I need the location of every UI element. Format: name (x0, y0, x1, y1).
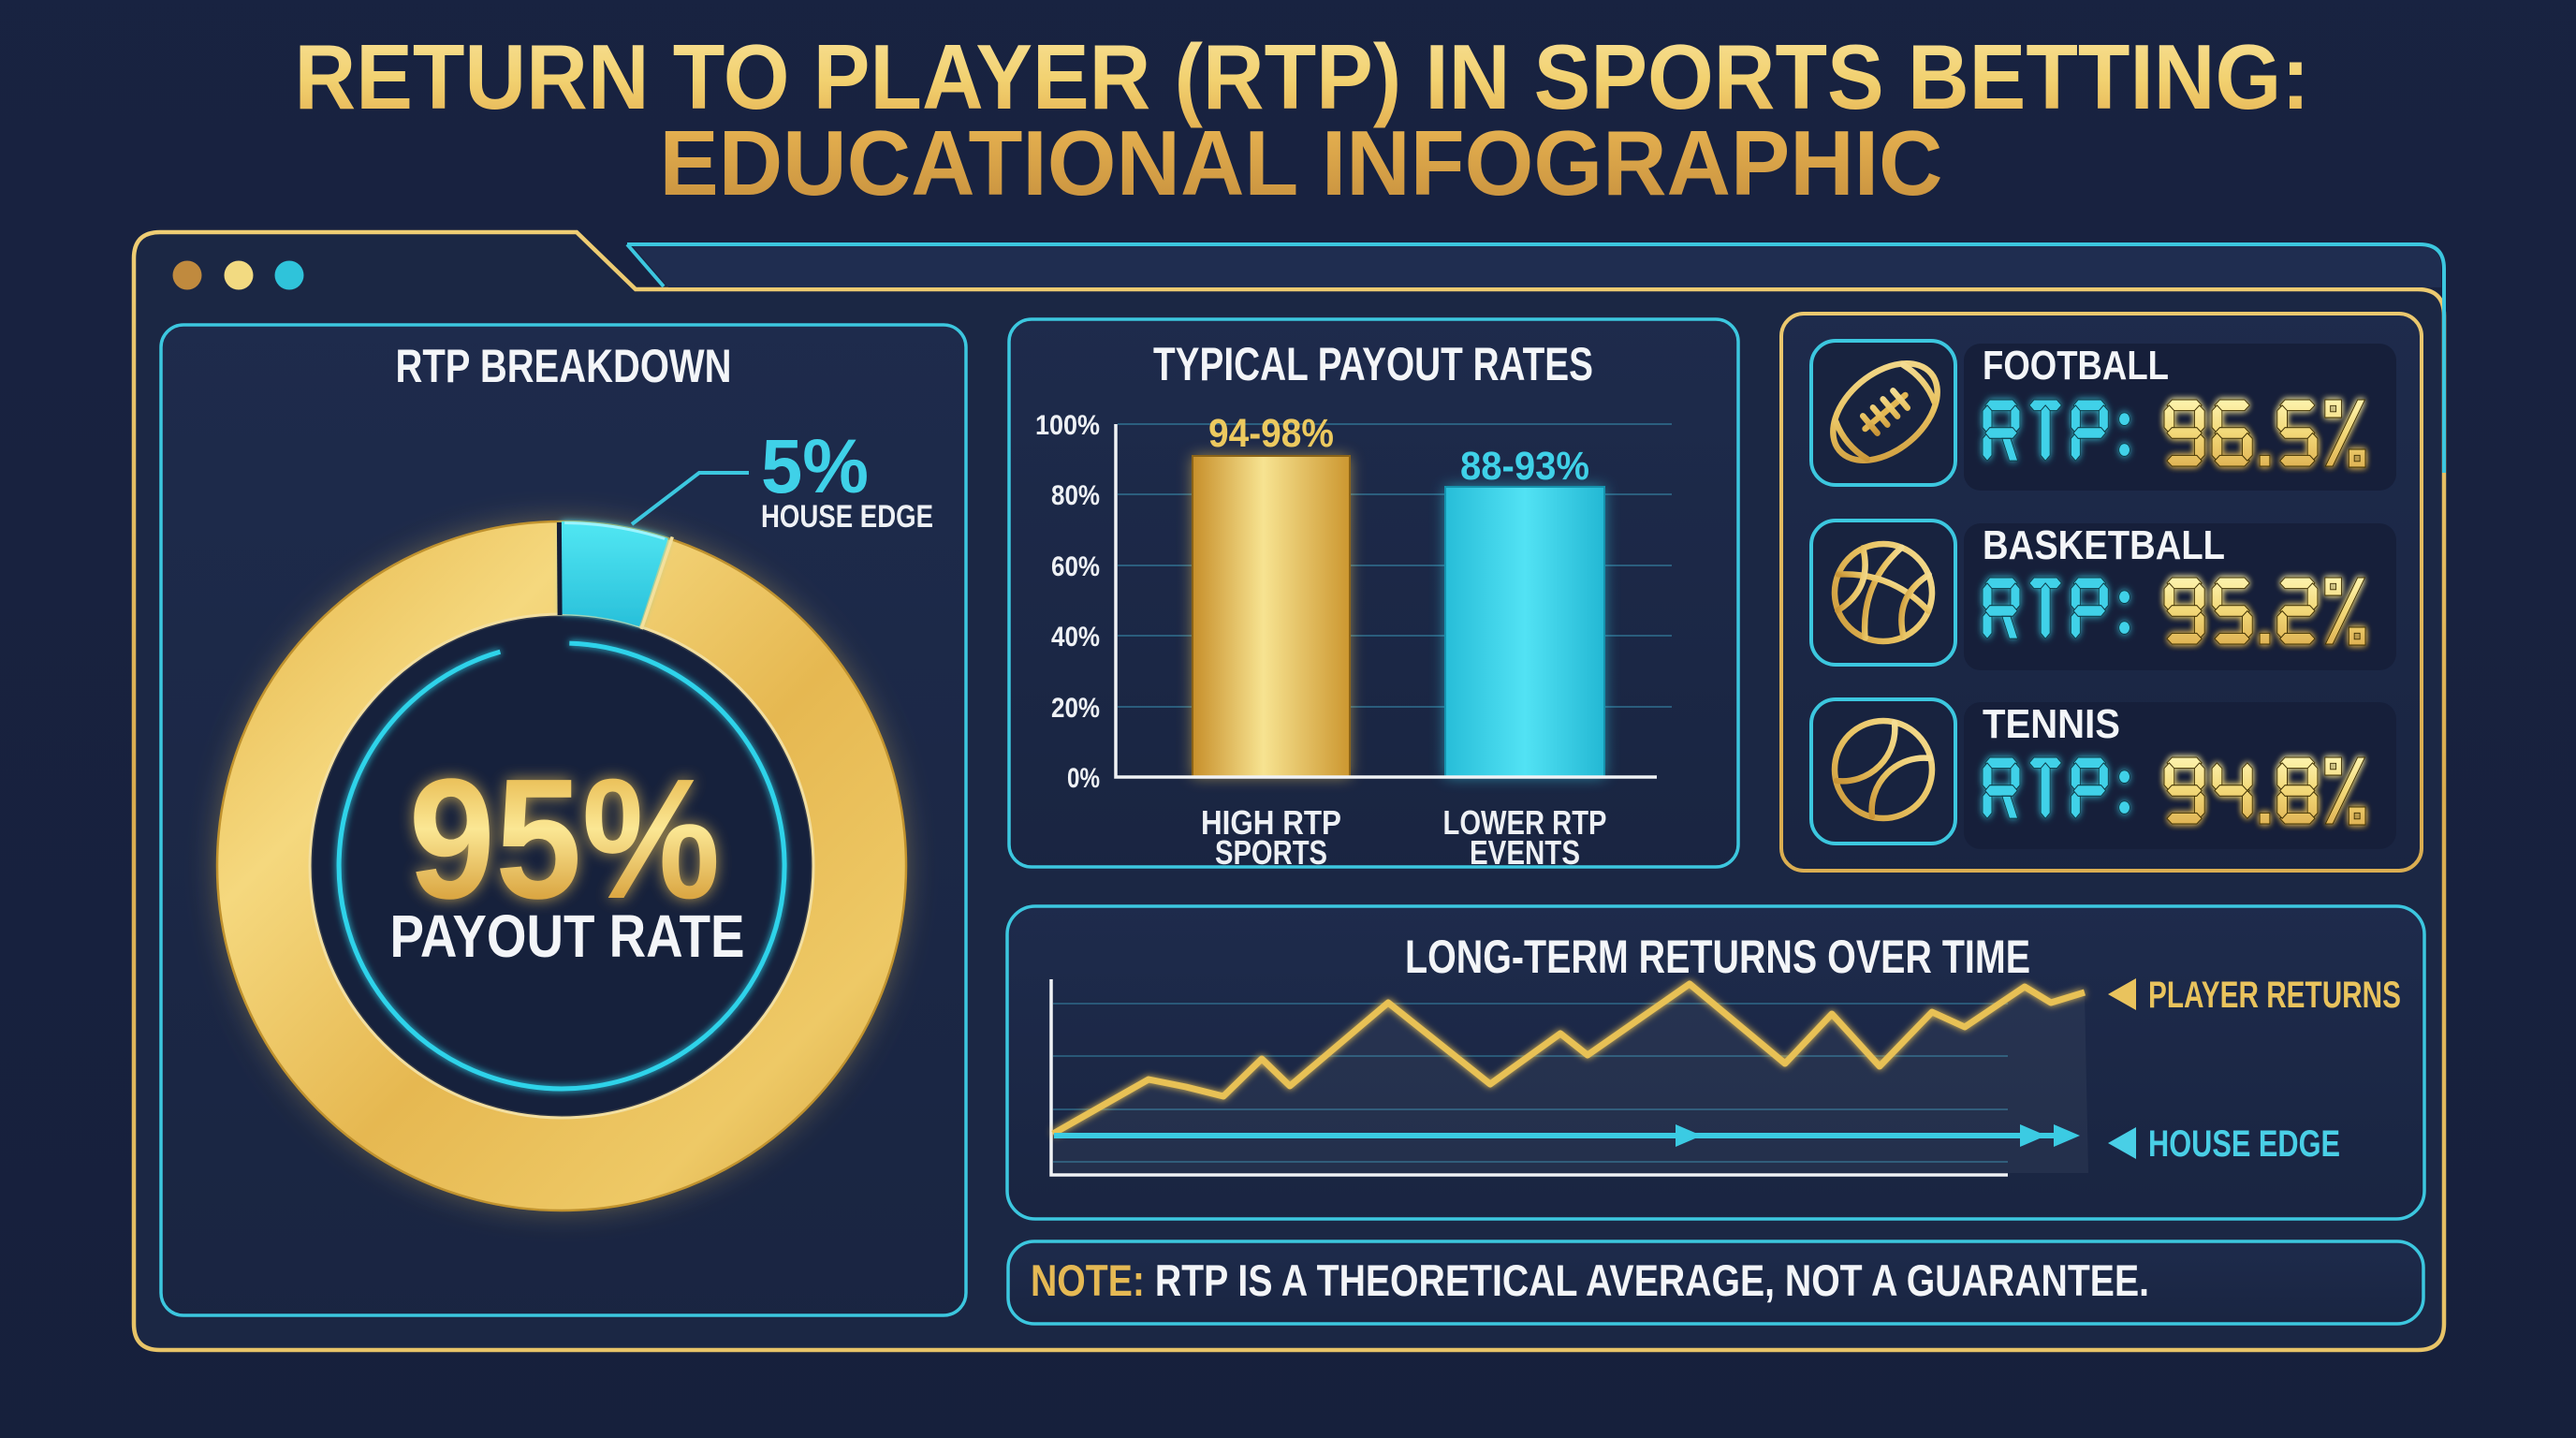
svg-text:HIGH RTP: HIGH RTP (1201, 803, 1341, 842)
svg-text:88-93%: 88-93% (1460, 444, 1589, 489)
svg-text:SPORTS: SPORTS (1215, 833, 1327, 872)
svg-text:100%: 100% (1035, 410, 1100, 441)
svg-text:95%: 95% (409, 742, 721, 934)
svg-text:0%: 0% (1067, 763, 1100, 794)
svg-text:TENNIS: TENNIS (1983, 701, 2120, 747)
svg-text:PLAYER RETURNS: PLAYER RETURNS (2148, 975, 2401, 1016)
svg-text:BASKETBALL: BASKETBALL (1983, 522, 2225, 568)
svg-text:TYPICAL PAYOUT RATES: TYPICAL PAYOUT RATES (1153, 338, 1593, 390)
svg-text:5%: 5% (761, 424, 869, 509)
svg-text:RTP BREAKDOWN: RTP BREAKDOWN (396, 340, 732, 392)
svg-text:60%: 60% (1051, 551, 1100, 582)
svg-text:94-98%: 94-98% (1208, 411, 1334, 456)
svg-text:80%: 80% (1051, 480, 1100, 511)
svg-text:EDUCATIONAL INFOGRAPHIC: EDUCATIONAL INFOGRAPHIC (660, 111, 1943, 214)
svg-text:FOOTBALL: FOOTBALL (1983, 343, 2169, 389)
svg-text:RETURN TO PLAYER (RTP) IN SPOR: RETURN TO PLAYER (RTP) IN SPORTS BETTING… (295, 25, 2310, 128)
svg-text:LONG-TERM RETURNS OVER TIME: LONG-TERM RETURNS OVER TIME (1405, 931, 2030, 983)
svg-text:NOTE: RTP IS A THEORETICAL AVE: NOTE: RTP IS A THEORETICAL AVERAGE, NOT … (1031, 1255, 2149, 1305)
svg-text:HOUSE EDGE: HOUSE EDGE (2148, 1123, 2340, 1165)
svg-text:HOUSE EDGE: HOUSE EDGE (761, 499, 933, 535)
svg-text:95%: 95% (409, 742, 721, 934)
svg-text:40%: 40% (1051, 622, 1100, 653)
svg-text:EVENTS: EVENTS (1470, 833, 1580, 872)
svg-text:LOWER RTP: LOWER RTP (1443, 803, 1607, 842)
svg-text:PAYOUT RATE: PAYOUT RATE (390, 902, 745, 970)
svg-text:20%: 20% (1051, 693, 1100, 724)
